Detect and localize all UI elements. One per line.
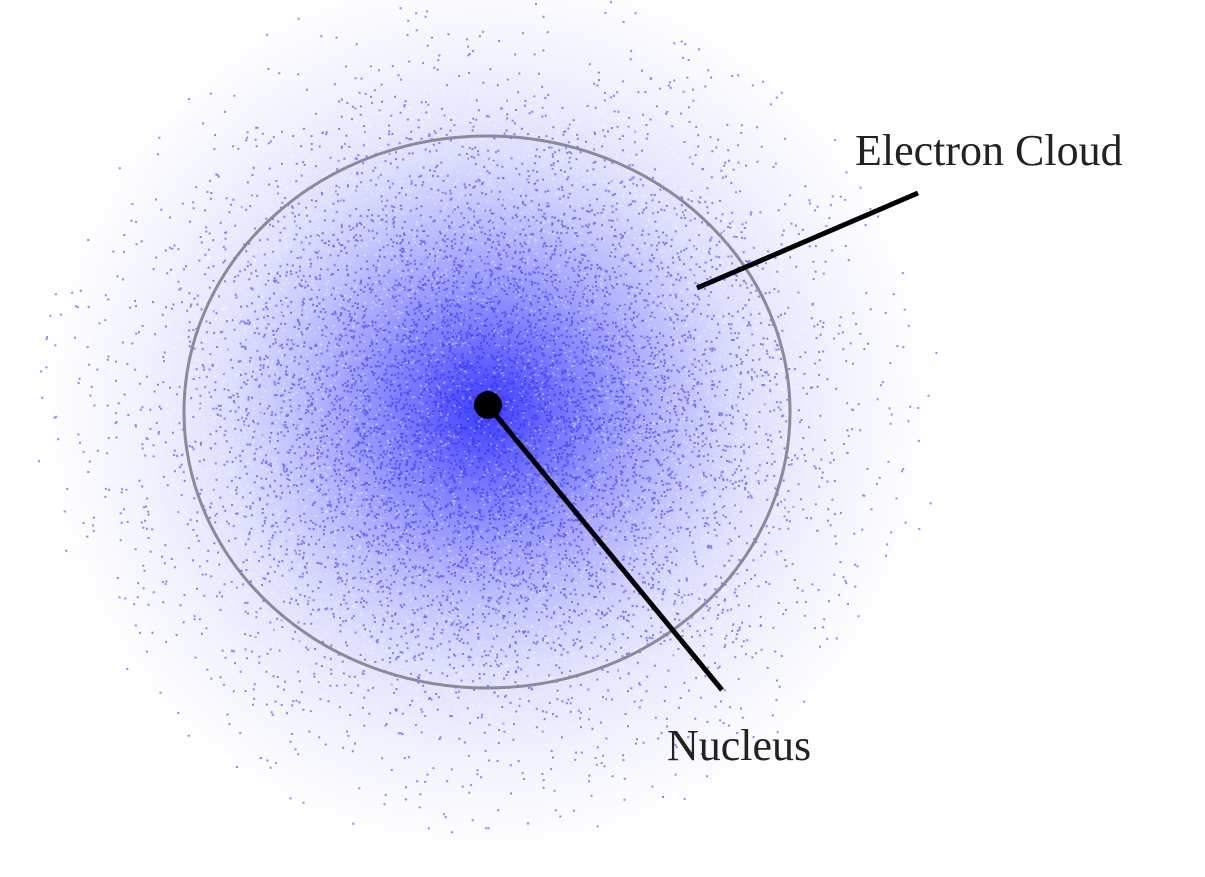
cloud-glow	[17, 0, 957, 877]
speckle-layer	[158, 80, 818, 741]
nucleus-pointer	[488, 406, 724, 692]
orbital-boundary	[182, 134, 792, 690]
nucleus-label: Nucleus	[667, 721, 811, 770]
cloud-speckles	[38, 1, 938, 834]
electron-cloud-label: Electron Cloud	[855, 126, 1123, 175]
cloud-pointer	[696, 190, 919, 291]
